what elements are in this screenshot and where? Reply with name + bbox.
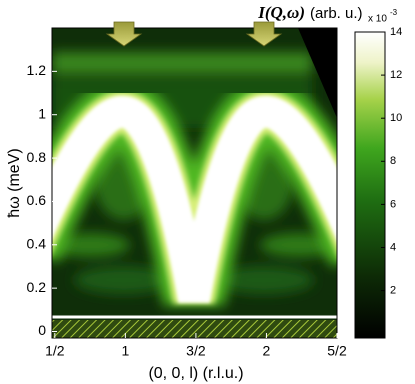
x-axis-label: (0, 0, l) (r.l.u.) (148, 365, 243, 382)
x-tick-label: 1 (121, 343, 129, 359)
y-tick-label: 1 (38, 105, 46, 121)
colorbar-tick-label: 2 (390, 284, 396, 296)
colorbar-multiplier: x 10 (368, 14, 387, 25)
colorbar-tick-label: 6 (390, 198, 396, 210)
heatmap (52, 28, 337, 338)
colorbar (354, 31, 386, 339)
y-tick-label: 1.2 (27, 62, 47, 78)
colorbar-tick-label: 4 (390, 241, 396, 253)
plot-frame (51, 27, 338, 339)
colorbar-tick-label: 14 (390, 26, 402, 38)
x-tick-label: 1/2 (45, 343, 65, 359)
arrow-marker (245, 21, 283, 47)
y-axis-label: ħω (meV) (6, 148, 23, 217)
colorbar-title-unit: (arb. u.) (310, 5, 363, 22)
arrow-marker (105, 21, 143, 47)
y-tick-label: 0.8 (27, 149, 47, 165)
colorbar-tick-label: 10 (390, 112, 402, 124)
x-tick-label: 2 (263, 343, 271, 359)
x-tick-label: 5/2 (327, 343, 347, 359)
colorbar-title: I(Q,ω) (257, 3, 305, 22)
y-tick-label: 0 (38, 322, 46, 338)
y-tick-label: 0.4 (27, 235, 47, 251)
colorbar-tick-label: 8 (390, 155, 396, 167)
colorbar-tick-label: 12 (390, 69, 402, 81)
y-tick-label: 0.2 (27, 279, 47, 295)
x-tick-label: 3/2 (186, 343, 206, 359)
colorbar-exponent: -3 (390, 8, 398, 17)
y-tick-label: 0.6 (27, 192, 47, 208)
